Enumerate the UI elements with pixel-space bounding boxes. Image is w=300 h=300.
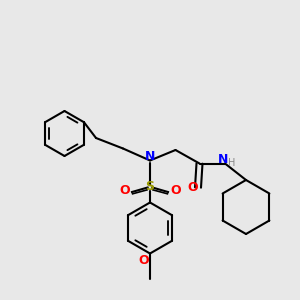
Text: N: N (218, 153, 229, 167)
Text: O: O (119, 184, 130, 197)
Text: N: N (145, 150, 155, 163)
Text: S: S (146, 179, 154, 193)
Text: O: O (170, 184, 181, 197)
Text: O: O (138, 254, 149, 268)
Text: H: H (228, 158, 235, 169)
Text: O: O (187, 181, 198, 194)
